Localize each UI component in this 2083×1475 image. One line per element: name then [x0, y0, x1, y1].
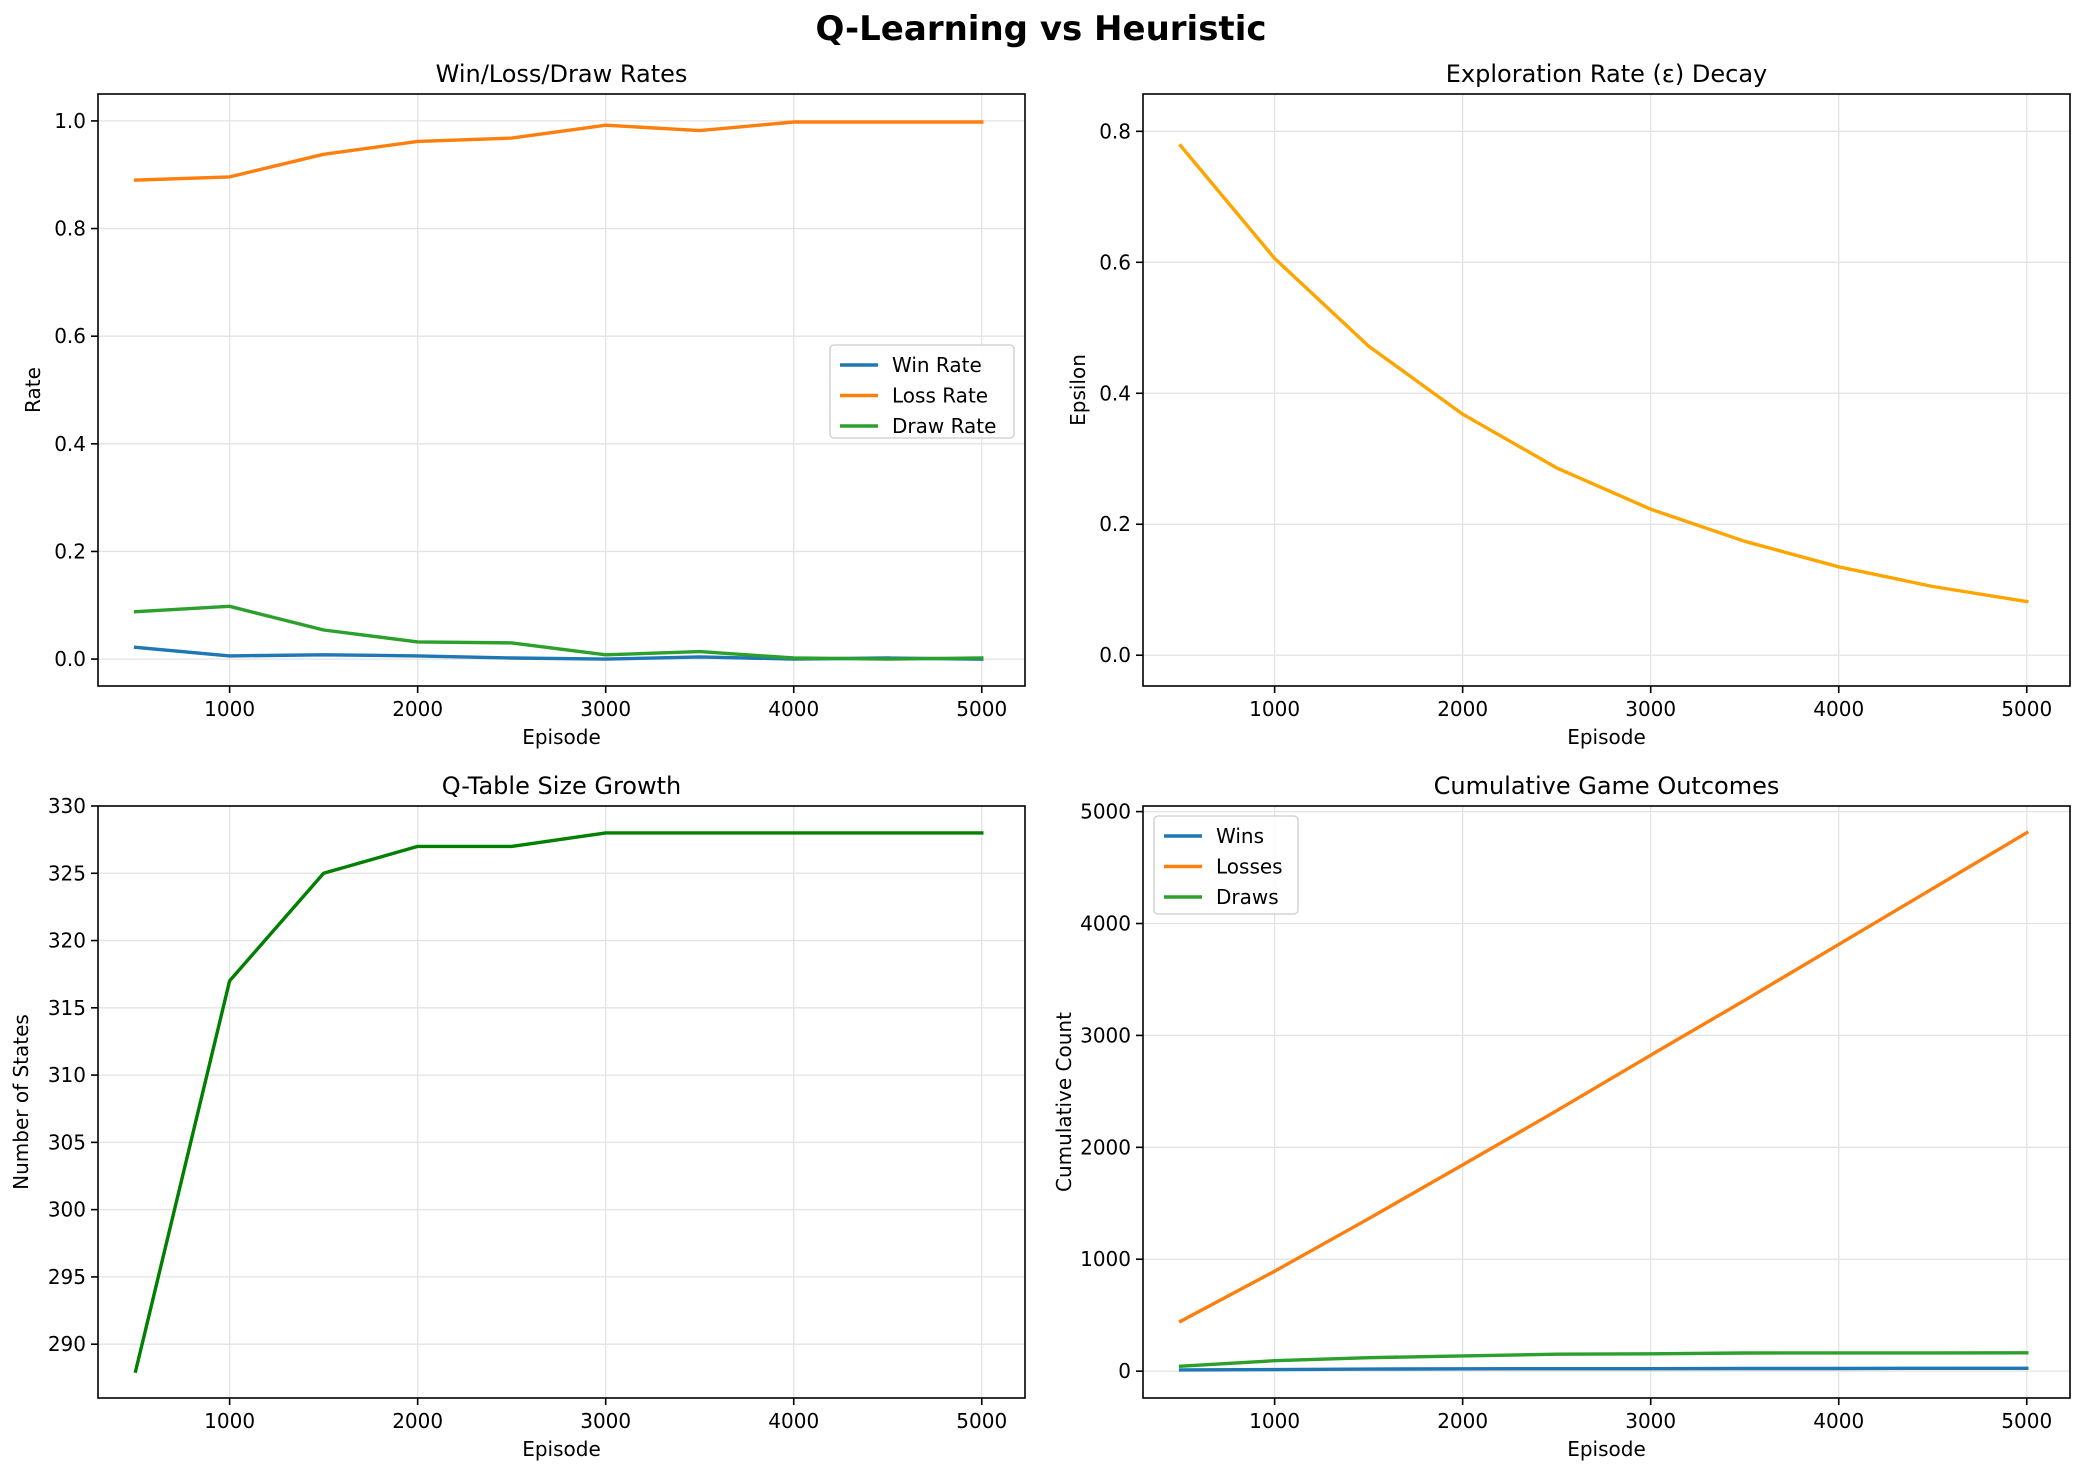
- y-tick-label: 0.2: [54, 539, 86, 563]
- figure-title: Q-Learning vs Heuristic: [816, 9, 1267, 49]
- x-tick-label: 3000: [1625, 697, 1676, 721]
- legend-label: Loss Rate: [892, 384, 988, 408]
- y-tick-label: 0.0: [1099, 643, 1131, 667]
- y-tick-label: 0: [1118, 1359, 1131, 1383]
- x-axis-label: Episode: [522, 1437, 601, 1461]
- exploration-rate-decay-panel: Exploration Rate (ε) Decay Episode Epsil…: [1066, 60, 2071, 749]
- panel-title: Win/Loss/Draw Rates: [436, 60, 688, 88]
- y-tick-label: 295: [48, 1265, 86, 1289]
- y-tick-label: 2000: [1080, 1135, 1131, 1159]
- y-tick-label: 0.8: [54, 217, 86, 241]
- x-tick-label: 3000: [580, 1409, 631, 1433]
- y-tick-label: 4000: [1080, 912, 1131, 936]
- x-tick-label: 2000: [392, 697, 443, 721]
- y-tick-label: 305: [48, 1130, 86, 1154]
- y-axis-label: Epsilon: [1066, 354, 1090, 426]
- x-tick-label: 3000: [1625, 1409, 1676, 1433]
- legend-label: Losses: [1216, 855, 1283, 879]
- series-line-draw-rate: [133, 604, 984, 661]
- win-loss-draw-rates-panel: Win/Loss/Draw Rates Episode Rate 1000 200…: [21, 60, 1026, 749]
- x-tick-label: 3000: [580, 697, 631, 721]
- y-tick-label: 325: [48, 861, 86, 885]
- series-line-wins: [1178, 1366, 2029, 1372]
- y-axis-label: Rate: [21, 367, 45, 413]
- axes-frame: [1142, 805, 2071, 1399]
- x-tick-label: 5000: [2001, 1409, 2052, 1433]
- x-tick-label: 2000: [1437, 697, 1488, 721]
- panel-title: Cumulative Game Outcomes: [1434, 772, 1780, 800]
- legend-label: Draws: [1216, 885, 1279, 909]
- legend-box: [1153, 815, 1299, 915]
- axes-frame: [97, 805, 1026, 1399]
- x-axis-label: Episode: [1567, 725, 1646, 749]
- x-tick-label: 4000: [768, 1409, 819, 1433]
- axes-frame: [97, 93, 1026, 687]
- x-axis-label: Episode: [1567, 1437, 1646, 1461]
- x-tick-label: 5000: [2001, 697, 2052, 721]
- x-tick-label: 1000: [204, 697, 255, 721]
- y-tick-label: 1.0: [54, 109, 86, 133]
- axes-frame: [1142, 93, 2071, 687]
- y-tick-label: 5000: [1080, 800, 1131, 824]
- y-axis-label: Cumulative Count: [1052, 1012, 1076, 1192]
- y-tick-label: 0.6: [1099, 250, 1131, 274]
- y-tick-label: 300: [48, 1198, 86, 1222]
- q-table-size-growth-panel: Q-Table Size Growth Episode Number of St…: [9, 772, 1026, 1461]
- x-tick-label: 4000: [1813, 697, 1864, 721]
- legend: Win Rate Loss Rate Draw Rate: [829, 344, 1015, 439]
- panel-title: Exploration Rate (ε) Decay: [1446, 60, 1767, 88]
- legend-label: Wins: [1216, 824, 1264, 848]
- x-tick-label: 1000: [204, 1409, 255, 1433]
- series-line-loss-rate: [133, 120, 984, 182]
- series-line-0: [133, 831, 984, 1374]
- y-tick-label: 0.8: [1099, 119, 1131, 143]
- y-tick-label: 330: [48, 794, 86, 818]
- y-tick-label: 1000: [1080, 1247, 1131, 1271]
- y-tick-label: 3000: [1080, 1023, 1131, 1047]
- legend-label: Draw Rate: [892, 414, 996, 438]
- x-tick-label: 1000: [1249, 697, 1300, 721]
- y-tick-label: 315: [48, 996, 86, 1020]
- y-tick-label: 290: [48, 1332, 86, 1356]
- x-tick-label: 2000: [1437, 1409, 1488, 1433]
- series-line-losses: [1178, 830, 2030, 1324]
- legend: Wins Losses Draws: [1153, 815, 1299, 915]
- y-tick-label: 0.2: [1099, 512, 1131, 536]
- y-tick-label: 0.4: [54, 432, 86, 456]
- x-axis-label: Episode: [522, 725, 601, 749]
- series-line-draws: [1178, 1351, 2029, 1368]
- legend-label: Win Rate: [892, 353, 982, 377]
- cumulative-game-outcomes-panel: Cumulative Game Outcomes Episode Cumulat…: [1052, 772, 2071, 1461]
- y-tick-label: 0.4: [1099, 381, 1131, 405]
- y-tick-label: 310: [48, 1063, 86, 1087]
- y-tick-label: 0.0: [54, 647, 86, 671]
- y-axis-label: Number of States: [9, 1014, 33, 1190]
- x-tick-label: 5000: [956, 697, 1007, 721]
- x-tick-label: 1000: [1249, 1409, 1300, 1433]
- x-tick-label: 4000: [1813, 1409, 1864, 1433]
- x-tick-label: 5000: [956, 1409, 1007, 1433]
- panel-title: Q-Table Size Growth: [442, 772, 681, 800]
- legend-box: [829, 344, 1015, 439]
- x-tick-label: 2000: [392, 1409, 443, 1433]
- x-tick-label: 4000: [768, 697, 819, 721]
- series-line-0: [1178, 143, 2029, 604]
- y-tick-label: 0.6: [54, 324, 86, 348]
- y-tick-label: 320: [48, 929, 86, 953]
